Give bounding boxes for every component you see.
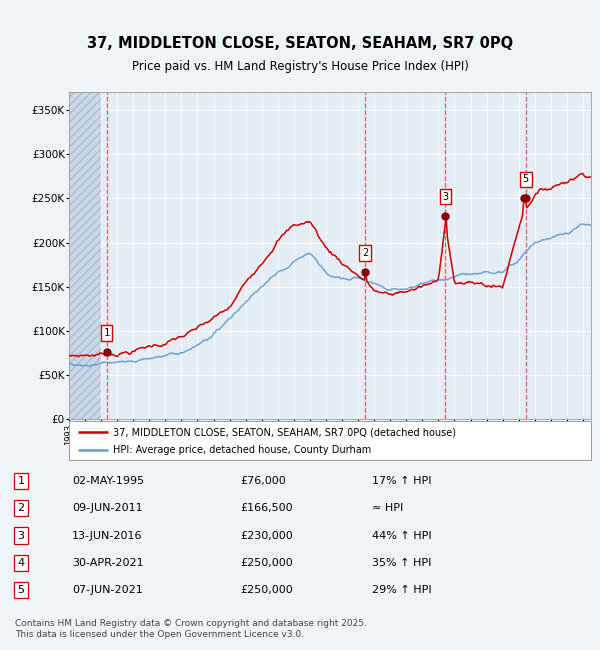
Text: £76,000: £76,000 <box>240 476 286 486</box>
Text: 35% ↑ HPI: 35% ↑ HPI <box>372 558 431 568</box>
Text: 4: 4 <box>17 558 25 568</box>
Text: 30-APR-2021: 30-APR-2021 <box>72 558 143 568</box>
Bar <box>69 92 101 419</box>
Text: 07-JUN-2021: 07-JUN-2021 <box>72 585 143 595</box>
Text: 37, MIDDLETON CLOSE, SEATON, SEAHAM, SR7 0PQ: 37, MIDDLETON CLOSE, SEATON, SEAHAM, SR7… <box>87 36 513 51</box>
Text: 3: 3 <box>17 530 25 541</box>
Text: 2: 2 <box>17 503 25 514</box>
Text: Price paid vs. HM Land Registry's House Price Index (HPI): Price paid vs. HM Land Registry's House … <box>131 60 469 73</box>
Text: 09-JUN-2011: 09-JUN-2011 <box>72 503 143 514</box>
Text: 13-JUN-2016: 13-JUN-2016 <box>72 530 143 541</box>
Text: 5: 5 <box>523 174 529 184</box>
Text: 5: 5 <box>17 585 25 595</box>
Text: 02-MAY-1995: 02-MAY-1995 <box>72 476 144 486</box>
Text: 17% ↑ HPI: 17% ↑ HPI <box>372 476 431 486</box>
Text: 3: 3 <box>442 192 449 202</box>
Text: £230,000: £230,000 <box>240 530 293 541</box>
Text: ≈ HPI: ≈ HPI <box>372 503 403 514</box>
Text: HPI: Average price, detached house, County Durham: HPI: Average price, detached house, Coun… <box>113 445 371 456</box>
Text: 29% ↑ HPI: 29% ↑ HPI <box>372 585 431 595</box>
Text: £250,000: £250,000 <box>240 558 293 568</box>
Text: £250,000: £250,000 <box>240 585 293 595</box>
Text: 2: 2 <box>362 248 368 258</box>
Text: Contains HM Land Registry data © Crown copyright and database right 2025.
This d: Contains HM Land Registry data © Crown c… <box>15 619 367 638</box>
Text: 44% ↑ HPI: 44% ↑ HPI <box>372 530 431 541</box>
Text: 1: 1 <box>17 476 25 486</box>
Text: 1: 1 <box>104 328 110 338</box>
Text: £166,500: £166,500 <box>240 503 293 514</box>
Text: 37, MIDDLETON CLOSE, SEATON, SEAHAM, SR7 0PQ (detached house): 37, MIDDLETON CLOSE, SEATON, SEAHAM, SR7… <box>113 427 457 437</box>
